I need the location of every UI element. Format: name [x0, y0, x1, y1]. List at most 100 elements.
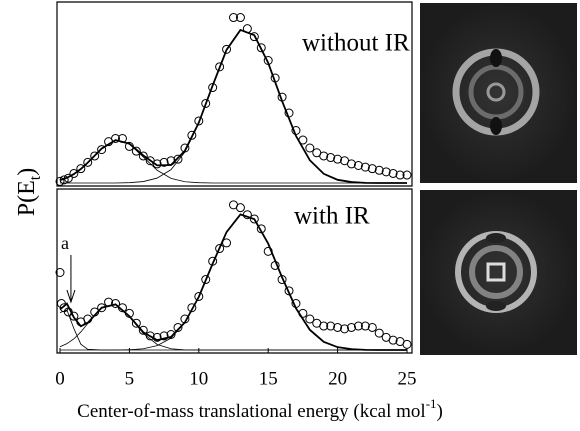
detector-image-top [420, 3, 577, 183]
annotation: a [61, 233, 69, 253]
data-point [367, 164, 377, 174]
data-point [353, 321, 363, 331]
data-point [69, 168, 79, 178]
data-point [333, 154, 343, 164]
data-point [104, 297, 114, 307]
data-point [55, 268, 65, 277]
data-point [138, 151, 148, 161]
data-point [111, 133, 121, 143]
data-point [208, 83, 218, 93]
data-point [263, 246, 273, 256]
data-point [69, 311, 79, 321]
data-point [242, 210, 252, 220]
data-point [63, 307, 73, 317]
data-point [131, 146, 141, 156]
panel-label: with IR [294, 203, 370, 230]
annotation-arrow [66, 255, 76, 304]
data-point [346, 159, 356, 169]
x-axis-label-part: Center-of-mass translational energy (kca… [77, 401, 426, 422]
data-point [63, 173, 73, 183]
data-point [97, 303, 107, 313]
x-axis-label: Center-of-mass translational energy (kca… [77, 396, 443, 422]
x-tick-label: 10 [189, 368, 208, 389]
data-point [180, 143, 190, 153]
data-point [256, 43, 266, 53]
data-point [326, 153, 336, 163]
data-point [242, 24, 252, 34]
y-axis-label-part: P(E [14, 180, 40, 216]
data-point [291, 299, 301, 308]
data-point [374, 328, 384, 338]
data-point [256, 224, 266, 234]
x-tick-label: 25 [398, 368, 417, 389]
data-point [284, 286, 294, 296]
fit-curve [59, 213, 407, 351]
data-point [402, 339, 412, 349]
data-point [305, 314, 315, 324]
data-point [152, 332, 162, 342]
data-point [59, 175, 69, 185]
x-tick-label: 5 [125, 368, 135, 389]
data-point [381, 167, 391, 177]
y-axis-label-part: t [27, 175, 44, 180]
panel-frame [56, 1, 413, 187]
data-point [353, 161, 363, 170]
data-point [249, 214, 259, 224]
data-point [173, 154, 183, 164]
x-tick-label: 0 [55, 368, 65, 389]
data-point [97, 145, 107, 155]
y-axis-label-part: ) [14, 168, 40, 176]
data-point [333, 322, 343, 332]
data-point [305, 143, 315, 153]
panel-label: without IR [302, 30, 410, 57]
data-point [367, 322, 377, 332]
data-point [374, 165, 384, 175]
data-point [187, 303, 197, 313]
data-point [117, 303, 127, 313]
panel-frame [56, 188, 413, 354]
data-point [215, 244, 225, 254]
fit-curve [59, 28, 407, 184]
data-point [284, 108, 294, 118]
data-point [166, 156, 176, 166]
data-point [235, 13, 245, 23]
data-point [215, 62, 225, 72]
data-point [152, 159, 162, 169]
data-point [277, 92, 287, 102]
x-axis-label-part: ) [437, 401, 443, 422]
data-point [90, 151, 100, 161]
data-point [76, 164, 86, 174]
data-point [180, 314, 190, 324]
data-point [249, 32, 259, 42]
data-point [291, 126, 301, 135]
data-point [138, 325, 148, 335]
data-point [187, 130, 197, 140]
data-point [270, 260, 280, 270]
data-point [395, 170, 405, 180]
data-point [222, 44, 232, 54]
data-point [166, 330, 176, 339]
data-point [124, 141, 134, 151]
data-point [298, 135, 308, 145]
data-point [360, 162, 370, 172]
data-point [55, 176, 65, 186]
data-point [159, 331, 169, 341]
data-point [194, 291, 204, 301]
data-point [235, 203, 245, 213]
data-point [111, 299, 121, 308]
data-point [388, 335, 398, 345]
data-point [270, 73, 280, 83]
data-point [360, 321, 370, 331]
data-point [263, 56, 273, 65]
data-point [298, 308, 308, 318]
data-point [402, 170, 412, 180]
x-tick-label: 20 [328, 368, 347, 389]
data-point [124, 308, 134, 318]
y-axis-label: P(Et) [14, 168, 45, 216]
data-point [117, 133, 127, 143]
data-point [145, 331, 155, 341]
data-point [201, 98, 211, 108]
data-point [340, 324, 350, 334]
data-point [277, 275, 287, 285]
